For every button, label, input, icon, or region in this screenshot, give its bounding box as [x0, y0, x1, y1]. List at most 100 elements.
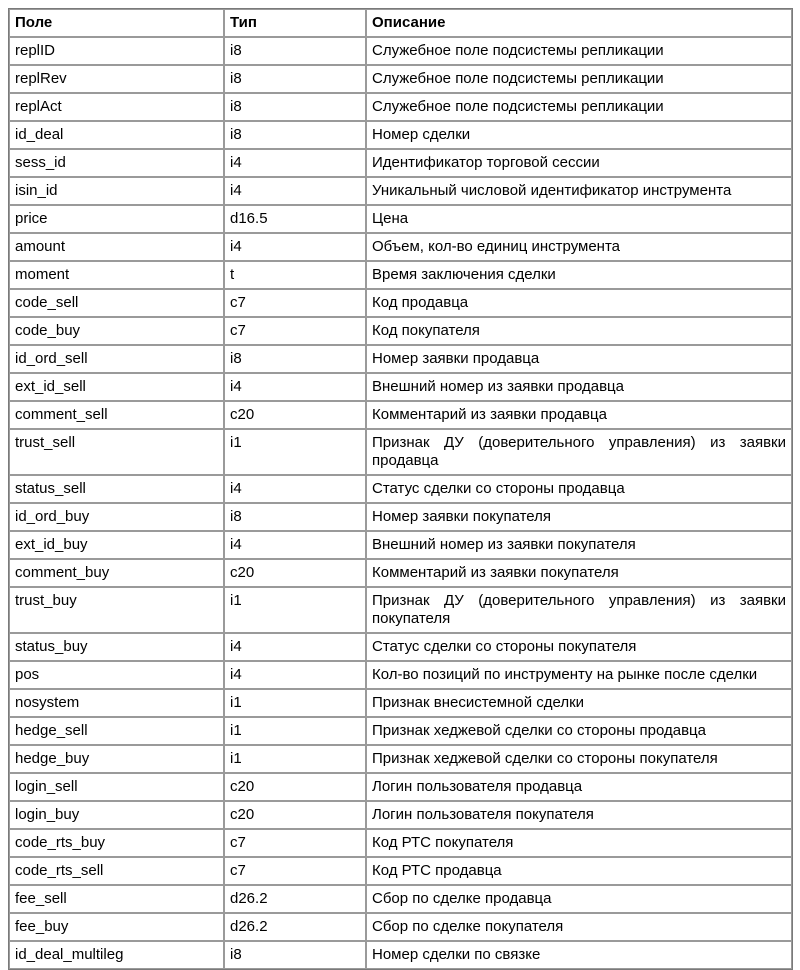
desc-cell: Номер заявки покупателя — [366, 503, 792, 531]
type-cell: i8 — [224, 93, 366, 121]
field-cell: id_deal_multileg — [9, 941, 224, 969]
field-cell: id_deal — [9, 121, 224, 149]
table-row: isin_id i4 Уникальный числовой идентифик… — [9, 177, 792, 205]
table-row: code_rts_buy c7 Код РТС покупателя — [9, 829, 792, 857]
desc-cell: Код покупателя — [366, 317, 792, 345]
field-cell: replRev — [9, 65, 224, 93]
table-row: ext_id_buy i4 Внешний номер из заявки по… — [9, 531, 792, 559]
desc-cell: Признак ДУ (доверительного управления) и… — [366, 587, 792, 633]
desc-cell: Идентификатор торговой сессии — [366, 149, 792, 177]
desc-cell: Сбор по сделке продавца — [366, 885, 792, 913]
field-cell: code_buy — [9, 317, 224, 345]
type-cell: i8 — [224, 121, 366, 149]
table-row: nosystem i1 Признак внесистемной сделки — [9, 689, 792, 717]
desc-cell: Служебное поле подсистемы репликации — [366, 65, 792, 93]
desc-cell: Логин пользователя продавца — [366, 773, 792, 801]
desc-cell: Внешний номер из заявки продавца — [366, 373, 792, 401]
field-cell: replID — [9, 37, 224, 65]
field-cell: id_ord_buy — [9, 503, 224, 531]
type-cell: i8 — [224, 65, 366, 93]
field-cell: status_buy — [9, 633, 224, 661]
type-cell: d16.5 — [224, 205, 366, 233]
table-row: replAct i8 Служебное поле подсистемы реп… — [9, 93, 792, 121]
table-row: code_sell c7 Код продавца — [9, 289, 792, 317]
type-cell: i8 — [224, 37, 366, 65]
table-row: amount i4 Объем, кол-во единиц инструмен… — [9, 233, 792, 261]
table-row: replID i8 Служебное поле подсистемы репл… — [9, 37, 792, 65]
table-row: fee_buy d26.2 Сбор по сделке покупателя — [9, 913, 792, 941]
table-row: code_rts_sell c7 Код РТС продавца — [9, 857, 792, 885]
column-header-field: Поле — [9, 9, 224, 37]
field-cell: ext_id_sell — [9, 373, 224, 401]
type-cell: i4 — [224, 149, 366, 177]
desc-cell: Номер сделки — [366, 121, 792, 149]
desc-cell: Статус сделки со стороны покупателя — [366, 633, 792, 661]
table-row: price d16.5 Цена — [9, 205, 792, 233]
desc-cell: Логин пользователя покупателя — [366, 801, 792, 829]
desc-cell: Номер сделки по связке — [366, 941, 792, 969]
table-row: hedge_buy i1 Признак хеджевой сделки со … — [9, 745, 792, 773]
field-cell: hedge_buy — [9, 745, 224, 773]
type-cell: i4 — [224, 475, 366, 503]
table-row: code_buy c7 Код покупателя — [9, 317, 792, 345]
desc-cell: Признак хеджевой сделки со стороны покуп… — [366, 745, 792, 773]
type-cell: i8 — [224, 941, 366, 969]
type-cell: i4 — [224, 233, 366, 261]
table-row: id_deal_multileg i8 Номер сделки по связ… — [9, 941, 792, 969]
type-cell: i1 — [224, 429, 366, 475]
table-body: replID i8 Служебное поле подсистемы репл… — [9, 37, 792, 969]
desc-cell: Признак хеджевой сделки со стороны прода… — [366, 717, 792, 745]
desc-cell: Цена — [366, 205, 792, 233]
table-row: status_sell i4 Статус сделки со стороны … — [9, 475, 792, 503]
desc-cell: Служебное поле подсистемы репликации — [366, 37, 792, 65]
table-row: sess_id i4 Идентификатор торговой сессии — [9, 149, 792, 177]
field-cell: fee_sell — [9, 885, 224, 913]
type-cell: c20 — [224, 801, 366, 829]
desc-cell: Номер заявки продавца — [366, 345, 792, 373]
table-row: id_ord_buy i8 Номер заявки покупателя — [9, 503, 792, 531]
field-cell: code_rts_buy — [9, 829, 224, 857]
desc-cell: Код РТС покупателя — [366, 829, 792, 857]
desc-cell: Уникальный числовой идентификатор инстру… — [366, 177, 792, 205]
desc-cell: Внешний номер из заявки покупателя — [366, 531, 792, 559]
table-row: id_ord_sell i8 Номер заявки продавца — [9, 345, 792, 373]
type-cell: i4 — [224, 177, 366, 205]
field-cell: trust_sell — [9, 429, 224, 475]
type-cell: i4 — [224, 531, 366, 559]
type-cell: c20 — [224, 401, 366, 429]
type-cell: c7 — [224, 829, 366, 857]
fields-table: Поле Тип Описание replID i8 Служебное по… — [8, 8, 793, 970]
table-row: pos i4 Кол-во позиций по инструменту на … — [9, 661, 792, 689]
table-row: fee_sell d26.2 Сбор по сделке продавца — [9, 885, 792, 913]
table-row: trust_sell i1 Признак ДУ (доверительного… — [9, 429, 792, 475]
type-cell: d26.2 — [224, 885, 366, 913]
field-cell: comment_buy — [9, 559, 224, 587]
field-cell: comment_sell — [9, 401, 224, 429]
field-cell: trust_buy — [9, 587, 224, 633]
field-cell: moment — [9, 261, 224, 289]
type-cell: c20 — [224, 773, 366, 801]
table-row: login_buy c20 Логин пользователя покупат… — [9, 801, 792, 829]
desc-cell: Код РТС продавца — [366, 857, 792, 885]
desc-cell: Сбор по сделке покупателя — [366, 913, 792, 941]
field-cell: id_ord_sell — [9, 345, 224, 373]
field-cell: status_sell — [9, 475, 224, 503]
column-header-description: Описание — [366, 9, 792, 37]
desc-cell: Признак внесистемной сделки — [366, 689, 792, 717]
type-cell: i4 — [224, 633, 366, 661]
desc-cell: Комментарий из заявки покупателя — [366, 559, 792, 587]
type-cell: c7 — [224, 289, 366, 317]
desc-cell: Объем, кол-во единиц инструмента — [366, 233, 792, 261]
table-row: id_deal i8 Номер сделки — [9, 121, 792, 149]
table-row: ext_id_sell i4 Внешний номер из заявки п… — [9, 373, 792, 401]
field-cell: login_sell — [9, 773, 224, 801]
type-cell: i4 — [224, 661, 366, 689]
type-cell: i1 — [224, 587, 366, 633]
field-cell: fee_buy — [9, 913, 224, 941]
field-cell: price — [9, 205, 224, 233]
table-row: comment_sell c20 Комментарий из заявки п… — [9, 401, 792, 429]
field-cell: pos — [9, 661, 224, 689]
type-cell: i1 — [224, 689, 366, 717]
field-cell: ext_id_buy — [9, 531, 224, 559]
table-row: replRev i8 Служебное поле подсистемы реп… — [9, 65, 792, 93]
